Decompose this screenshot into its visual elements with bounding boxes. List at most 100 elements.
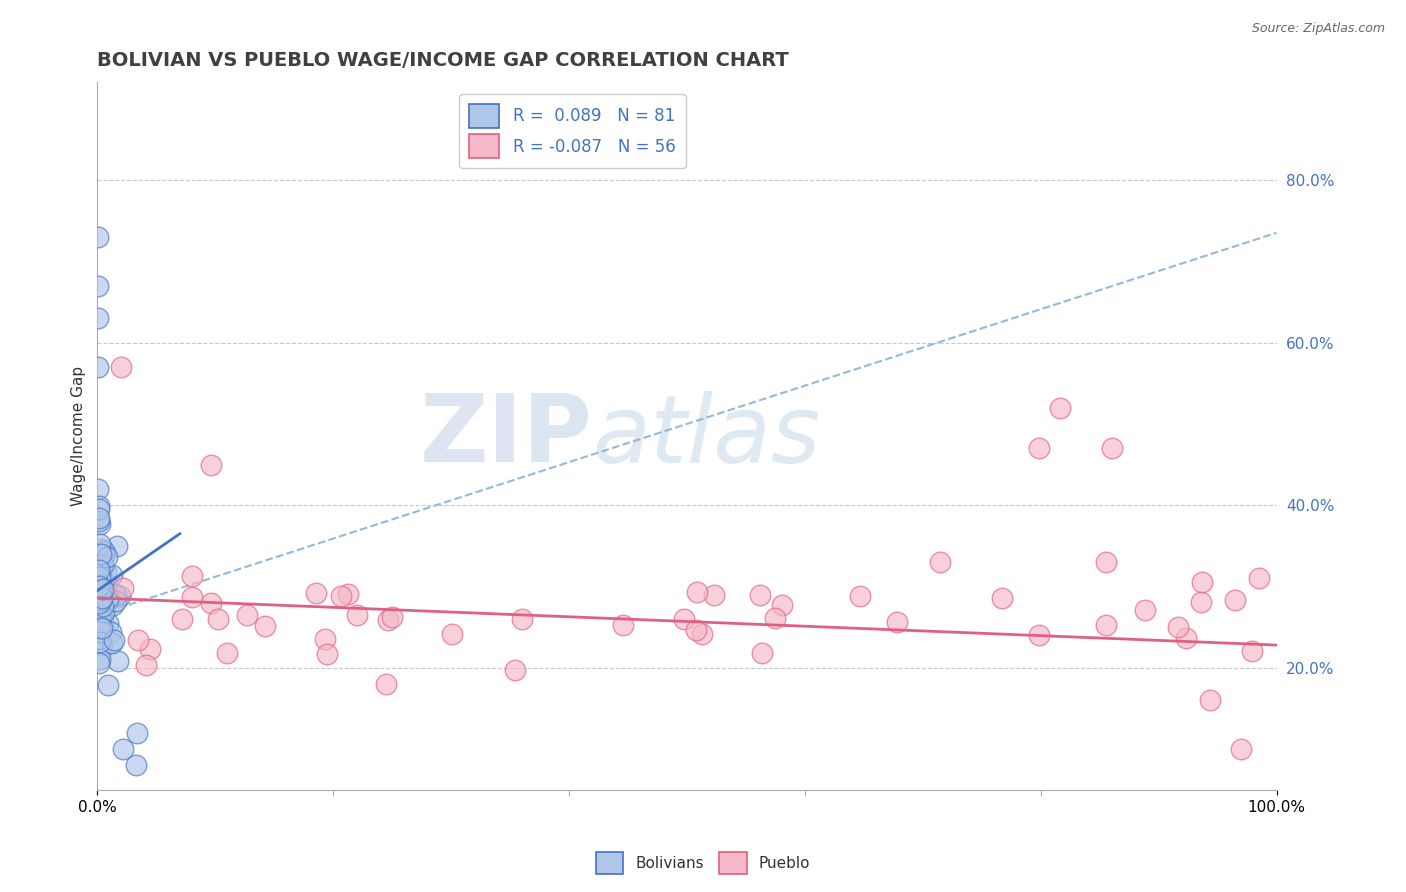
Point (381, 609, 404, 624)
Point (89, 570, 111, 584)
Point (1174, 632, 1197, 646)
Point (105, 539, 128, 553)
Point (87, 482, 110, 496)
Point (87, 579, 110, 593)
Point (612, 618, 634, 632)
Point (1167, 620, 1189, 634)
Point (441, 627, 464, 641)
Point (886, 615, 908, 629)
Point (703, 588, 725, 602)
Point (96, 596, 118, 610)
Point (90, 541, 112, 556)
Point (990, 591, 1012, 605)
Point (90, 579, 112, 593)
Point (97, 616, 120, 631)
Point (93, 605, 115, 619)
Point (1199, 693, 1222, 707)
Point (97, 591, 120, 605)
Point (89, 621, 111, 635)
Point (1028, 442, 1050, 456)
Text: BOLIVIAN VS PUEBLO WAGE/INCOME GAP CORRELATION CHART: BOLIVIAN VS PUEBLO WAGE/INCOME GAP CORRE… (97, 51, 789, 70)
Point (87, 500, 110, 514)
Point (180, 569, 202, 583)
Text: atlas: atlas (592, 391, 821, 482)
Point (127, 632, 149, 647)
Point (111, 742, 134, 756)
Point (96, 577, 118, 591)
Point (89, 537, 111, 551)
Point (91, 602, 114, 616)
Point (217, 646, 239, 660)
Point (103, 633, 125, 648)
Point (107, 654, 129, 668)
Point (139, 641, 162, 656)
Point (135, 657, 157, 672)
Point (91, 582, 114, 596)
Point (89, 651, 111, 665)
Point (1101, 442, 1123, 456)
Point (314, 632, 336, 646)
Point (110, 359, 132, 374)
Text: ZIP: ZIP (420, 390, 592, 482)
Point (87, 359, 110, 374)
Point (93, 588, 115, 602)
Point (751, 646, 773, 660)
Point (1191, 574, 1213, 589)
Point (749, 589, 772, 603)
Point (1241, 643, 1264, 657)
Point (124, 758, 146, 772)
Point (315, 647, 337, 661)
Point (929, 555, 952, 569)
Point (105, 594, 128, 608)
Point (96, 565, 118, 579)
Point (101, 567, 124, 582)
Point (104, 586, 127, 600)
Point (170, 611, 193, 625)
Point (375, 677, 398, 691)
Point (91, 599, 114, 613)
Point (91, 638, 114, 652)
Point (1133, 603, 1156, 617)
Point (94, 548, 117, 562)
Point (330, 589, 353, 603)
Point (849, 589, 872, 603)
Point (685, 584, 707, 599)
Point (89, 517, 111, 532)
Point (103, 598, 125, 612)
Point (89, 557, 111, 571)
Point (1095, 555, 1118, 569)
Point (89, 635, 111, 649)
Point (96, 550, 118, 565)
Point (89, 570, 111, 584)
Point (87, 230, 110, 244)
Point (108, 589, 131, 603)
Point (90, 599, 112, 614)
Y-axis label: Wage/Income Gap: Wage/Income Gap (72, 366, 86, 506)
Point (672, 612, 695, 626)
Point (89, 591, 111, 606)
Point (763, 611, 786, 625)
Point (127, 726, 149, 740)
Point (87, 311, 110, 326)
Point (305, 586, 328, 600)
Point (90, 609, 112, 624)
Point (93, 544, 115, 558)
Point (90, 632, 112, 647)
Point (91, 591, 114, 605)
Point (685, 623, 707, 637)
Point (93, 581, 115, 595)
Point (90, 593, 112, 607)
Point (1094, 618, 1116, 632)
Point (111, 581, 134, 595)
Text: Source: ZipAtlas.com: Source: ZipAtlas.com (1251, 22, 1385, 36)
Legend: Bolivians, Pueblo: Bolivians, Pueblo (589, 846, 817, 880)
Point (87, 563, 110, 577)
Point (377, 614, 399, 628)
Point (1230, 742, 1253, 756)
Point (90, 601, 112, 615)
Point (90, 596, 112, 610)
Point (90, 564, 112, 578)
Point (1049, 401, 1071, 415)
Point (89, 592, 111, 607)
Point (1223, 593, 1246, 607)
